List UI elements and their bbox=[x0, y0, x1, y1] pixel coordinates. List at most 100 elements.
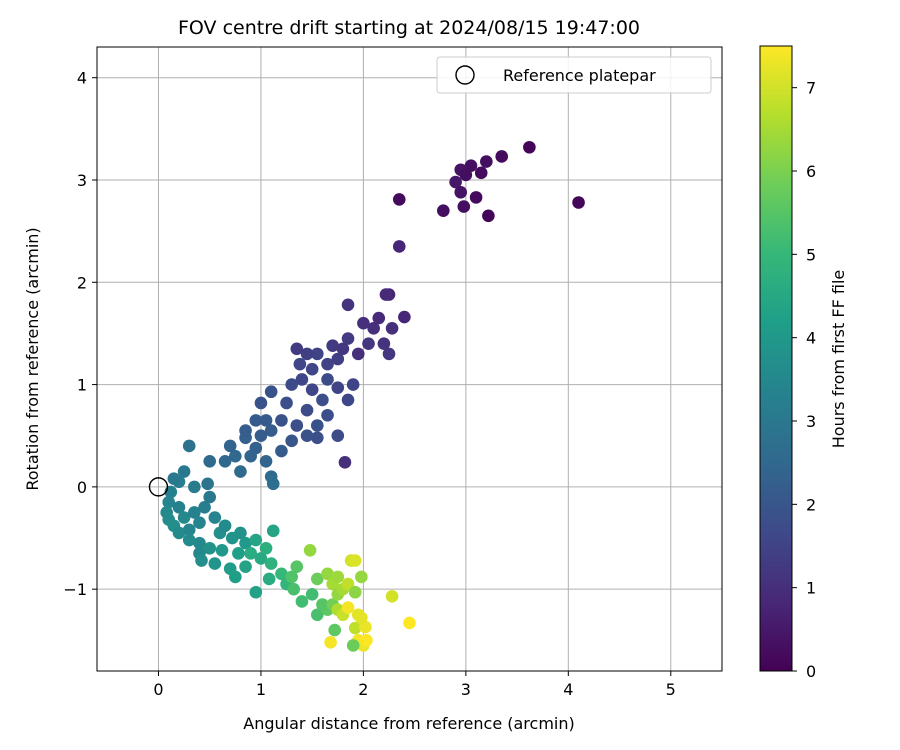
data-point bbox=[326, 339, 339, 353]
data-point bbox=[300, 429, 314, 443]
data-point bbox=[572, 196, 585, 209]
data-point bbox=[449, 175, 462, 189]
y-tick-label: 2 bbox=[77, 273, 87, 292]
data-point bbox=[495, 150, 509, 163]
x-axis-label: Angular distance from reference (arcmin) bbox=[243, 714, 574, 733]
data-point bbox=[195, 554, 208, 567]
data-point bbox=[254, 429, 268, 443]
data-point bbox=[280, 396, 293, 410]
data-point bbox=[203, 490, 217, 504]
x-tick-label: 0 bbox=[153, 680, 163, 699]
plot-area bbox=[96, 46, 723, 672]
data-point bbox=[362, 337, 375, 350]
data-point bbox=[208, 511, 222, 524]
grid bbox=[97, 47, 722, 671]
data-point bbox=[254, 396, 268, 410]
data-point bbox=[321, 373, 334, 386]
data-point bbox=[310, 419, 324, 432]
data-point bbox=[377, 337, 391, 350]
data-point bbox=[177, 511, 191, 524]
data-point bbox=[360, 634, 373, 647]
data-point bbox=[285, 434, 298, 448]
data-point bbox=[328, 623, 342, 637]
y-tick-label: −1 bbox=[63, 580, 87, 599]
data-point bbox=[193, 536, 206, 550]
data-point bbox=[249, 533, 263, 547]
data-point bbox=[290, 560, 304, 573]
data-point bbox=[348, 621, 362, 635]
data-point bbox=[457, 200, 471, 213]
data-point bbox=[208, 557, 222, 570]
data-point bbox=[188, 506, 201, 519]
legend-entry-reference-platepar: Reference platepar bbox=[503, 66, 656, 85]
data-point bbox=[215, 543, 229, 557]
data-point bbox=[336, 342, 350, 356]
colorbar-tick-label: 1 bbox=[806, 579, 816, 598]
x-tick-label: 3 bbox=[461, 680, 471, 699]
data-point bbox=[229, 570, 242, 584]
data-point bbox=[346, 378, 360, 391]
data-point bbox=[218, 519, 232, 533]
data-point bbox=[239, 536, 252, 550]
colorbar-tick-label: 7 bbox=[806, 79, 816, 98]
data-point bbox=[182, 523, 196, 537]
data-point bbox=[287, 582, 301, 596]
data-point bbox=[266, 524, 280, 538]
data-point bbox=[275, 444, 288, 458]
data-point bbox=[239, 560, 252, 573]
data-point bbox=[348, 554, 362, 567]
data-point bbox=[331, 352, 345, 366]
data-point bbox=[331, 381, 345, 394]
data-point bbox=[249, 585, 263, 599]
data-point bbox=[459, 168, 473, 182]
scatter-points bbox=[160, 140, 585, 652]
data-point bbox=[523, 140, 536, 154]
reference-platepar-marker bbox=[148, 477, 169, 497]
data-point bbox=[357, 316, 370, 330]
data-point bbox=[300, 403, 314, 417]
data-point bbox=[385, 590, 399, 603]
data-point bbox=[249, 414, 263, 427]
data-point bbox=[437, 204, 450, 217]
data-point bbox=[341, 393, 355, 407]
data-point bbox=[310, 347, 324, 361]
data-point bbox=[316, 393, 329, 407]
data-point bbox=[321, 357, 334, 371]
data-point bbox=[382, 347, 396, 361]
data-point bbox=[182, 439, 196, 453]
data-point bbox=[331, 570, 345, 584]
chart-title: FOV centre drift starting at 2024/08/15 … bbox=[178, 17, 640, 39]
data-point bbox=[259, 541, 273, 555]
data-point bbox=[295, 595, 309, 608]
data-point bbox=[403, 616, 416, 630]
data-point bbox=[321, 408, 334, 422]
data-point bbox=[218, 454, 232, 468]
data-point bbox=[259, 454, 273, 468]
colorbar-tick-label: 5 bbox=[806, 245, 816, 264]
data-point bbox=[232, 547, 245, 560]
data-point bbox=[193, 516, 206, 529]
colorbar-gradient bbox=[759, 45, 793, 672]
data-point bbox=[310, 572, 324, 586]
legend: Reference platepar bbox=[436, 56, 712, 94]
y-tick-label: 3 bbox=[77, 171, 87, 190]
data-point bbox=[398, 310, 411, 324]
x-tick-label: 5 bbox=[666, 680, 676, 699]
data-point bbox=[341, 298, 355, 312]
data-point bbox=[454, 185, 468, 199]
data-point bbox=[338, 456, 352, 469]
data-point bbox=[275, 414, 288, 427]
colorbar-tick-label: 3 bbox=[806, 412, 816, 431]
data-point bbox=[172, 526, 186, 540]
data-point bbox=[203, 454, 217, 468]
data-point bbox=[293, 357, 307, 371]
data-point bbox=[341, 577, 355, 591]
y-tick-label: 1 bbox=[77, 376, 87, 395]
data-point bbox=[285, 378, 298, 391]
data-point bbox=[392, 193, 406, 206]
data-point bbox=[201, 477, 214, 491]
data-point bbox=[266, 477, 280, 491]
data-point bbox=[372, 311, 386, 325]
legend-box bbox=[436, 56, 712, 94]
